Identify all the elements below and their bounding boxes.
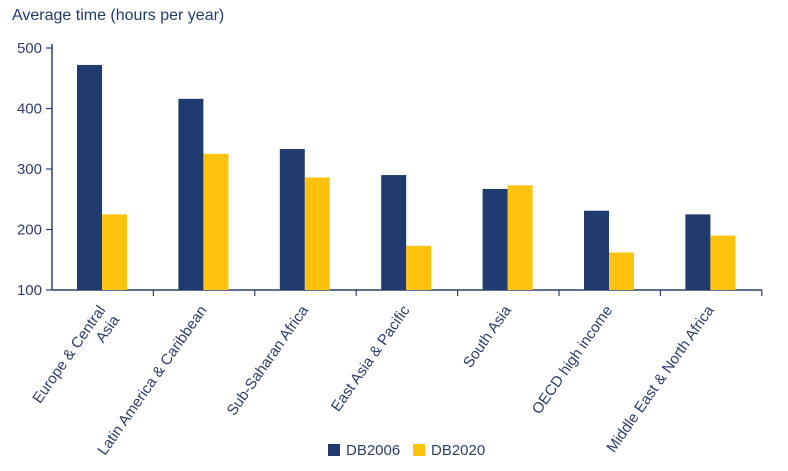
bar-db2006-2 <box>279 149 305 290</box>
bar-db2020-3 <box>406 245 432 290</box>
x-axis <box>52 289 763 296</box>
y-axis-title: Average time (hours per year) <box>12 7 224 24</box>
legend-label-db2006: DB2006 <box>346 442 400 459</box>
category-label-line: Sub-Saharan Africa <box>224 302 313 419</box>
legend-swatch-db2006 <box>328 444 340 456</box>
bar-db2020-1 <box>203 153 229 290</box>
y-tick-label: 500 <box>17 40 42 57</box>
category-label-line: East Asia & Pacific <box>328 302 414 415</box>
bar-db2020-2 <box>304 177 330 290</box>
y-tick-label: 400 <box>17 101 42 118</box>
category-label-line: Middle East & North Africa <box>603 302 718 456</box>
category-label: OECD high income <box>529 303 617 418</box>
category-label: South Asia <box>460 302 515 371</box>
category-label-line: South Asia <box>460 302 515 371</box>
y-axis: 100 200 300 400 500 <box>17 40 53 299</box>
bars <box>77 64 736 290</box>
bar-db2020-5 <box>609 252 634 290</box>
y-tick-label: 300 <box>17 161 42 178</box>
bar-db2006-5 <box>584 210 609 290</box>
category-label: Sub-Saharan Africa <box>224 302 313 419</box>
bar-db2020-0 <box>102 214 127 290</box>
bar-db2006-6 <box>685 214 711 290</box>
legend: DB2006 DB2020 <box>328 442 485 459</box>
category-label: Middle East & North Africa <box>603 302 718 456</box>
y-tick-label: 200 <box>17 222 42 239</box>
bar-db2006-4 <box>482 188 508 290</box>
y-tick-label: 100 <box>17 282 42 299</box>
bar-db2020-6 <box>710 235 736 290</box>
bar-db2006-3 <box>381 175 407 290</box>
bar-db2006-1 <box>178 98 204 290</box>
category-label: Europe & CentralAsia <box>29 302 123 416</box>
category-label: East Asia & Pacific <box>328 302 414 415</box>
bar-db2020-4 <box>507 185 533 290</box>
category-label-line: OECD high income <box>529 303 617 418</box>
legend-label-db2020: DB2020 <box>431 442 485 459</box>
category-label-line: Europe & Central <box>29 303 109 407</box>
legend-swatch-db2020 <box>413 444 425 456</box>
bar-db2006-0 <box>77 64 102 290</box>
